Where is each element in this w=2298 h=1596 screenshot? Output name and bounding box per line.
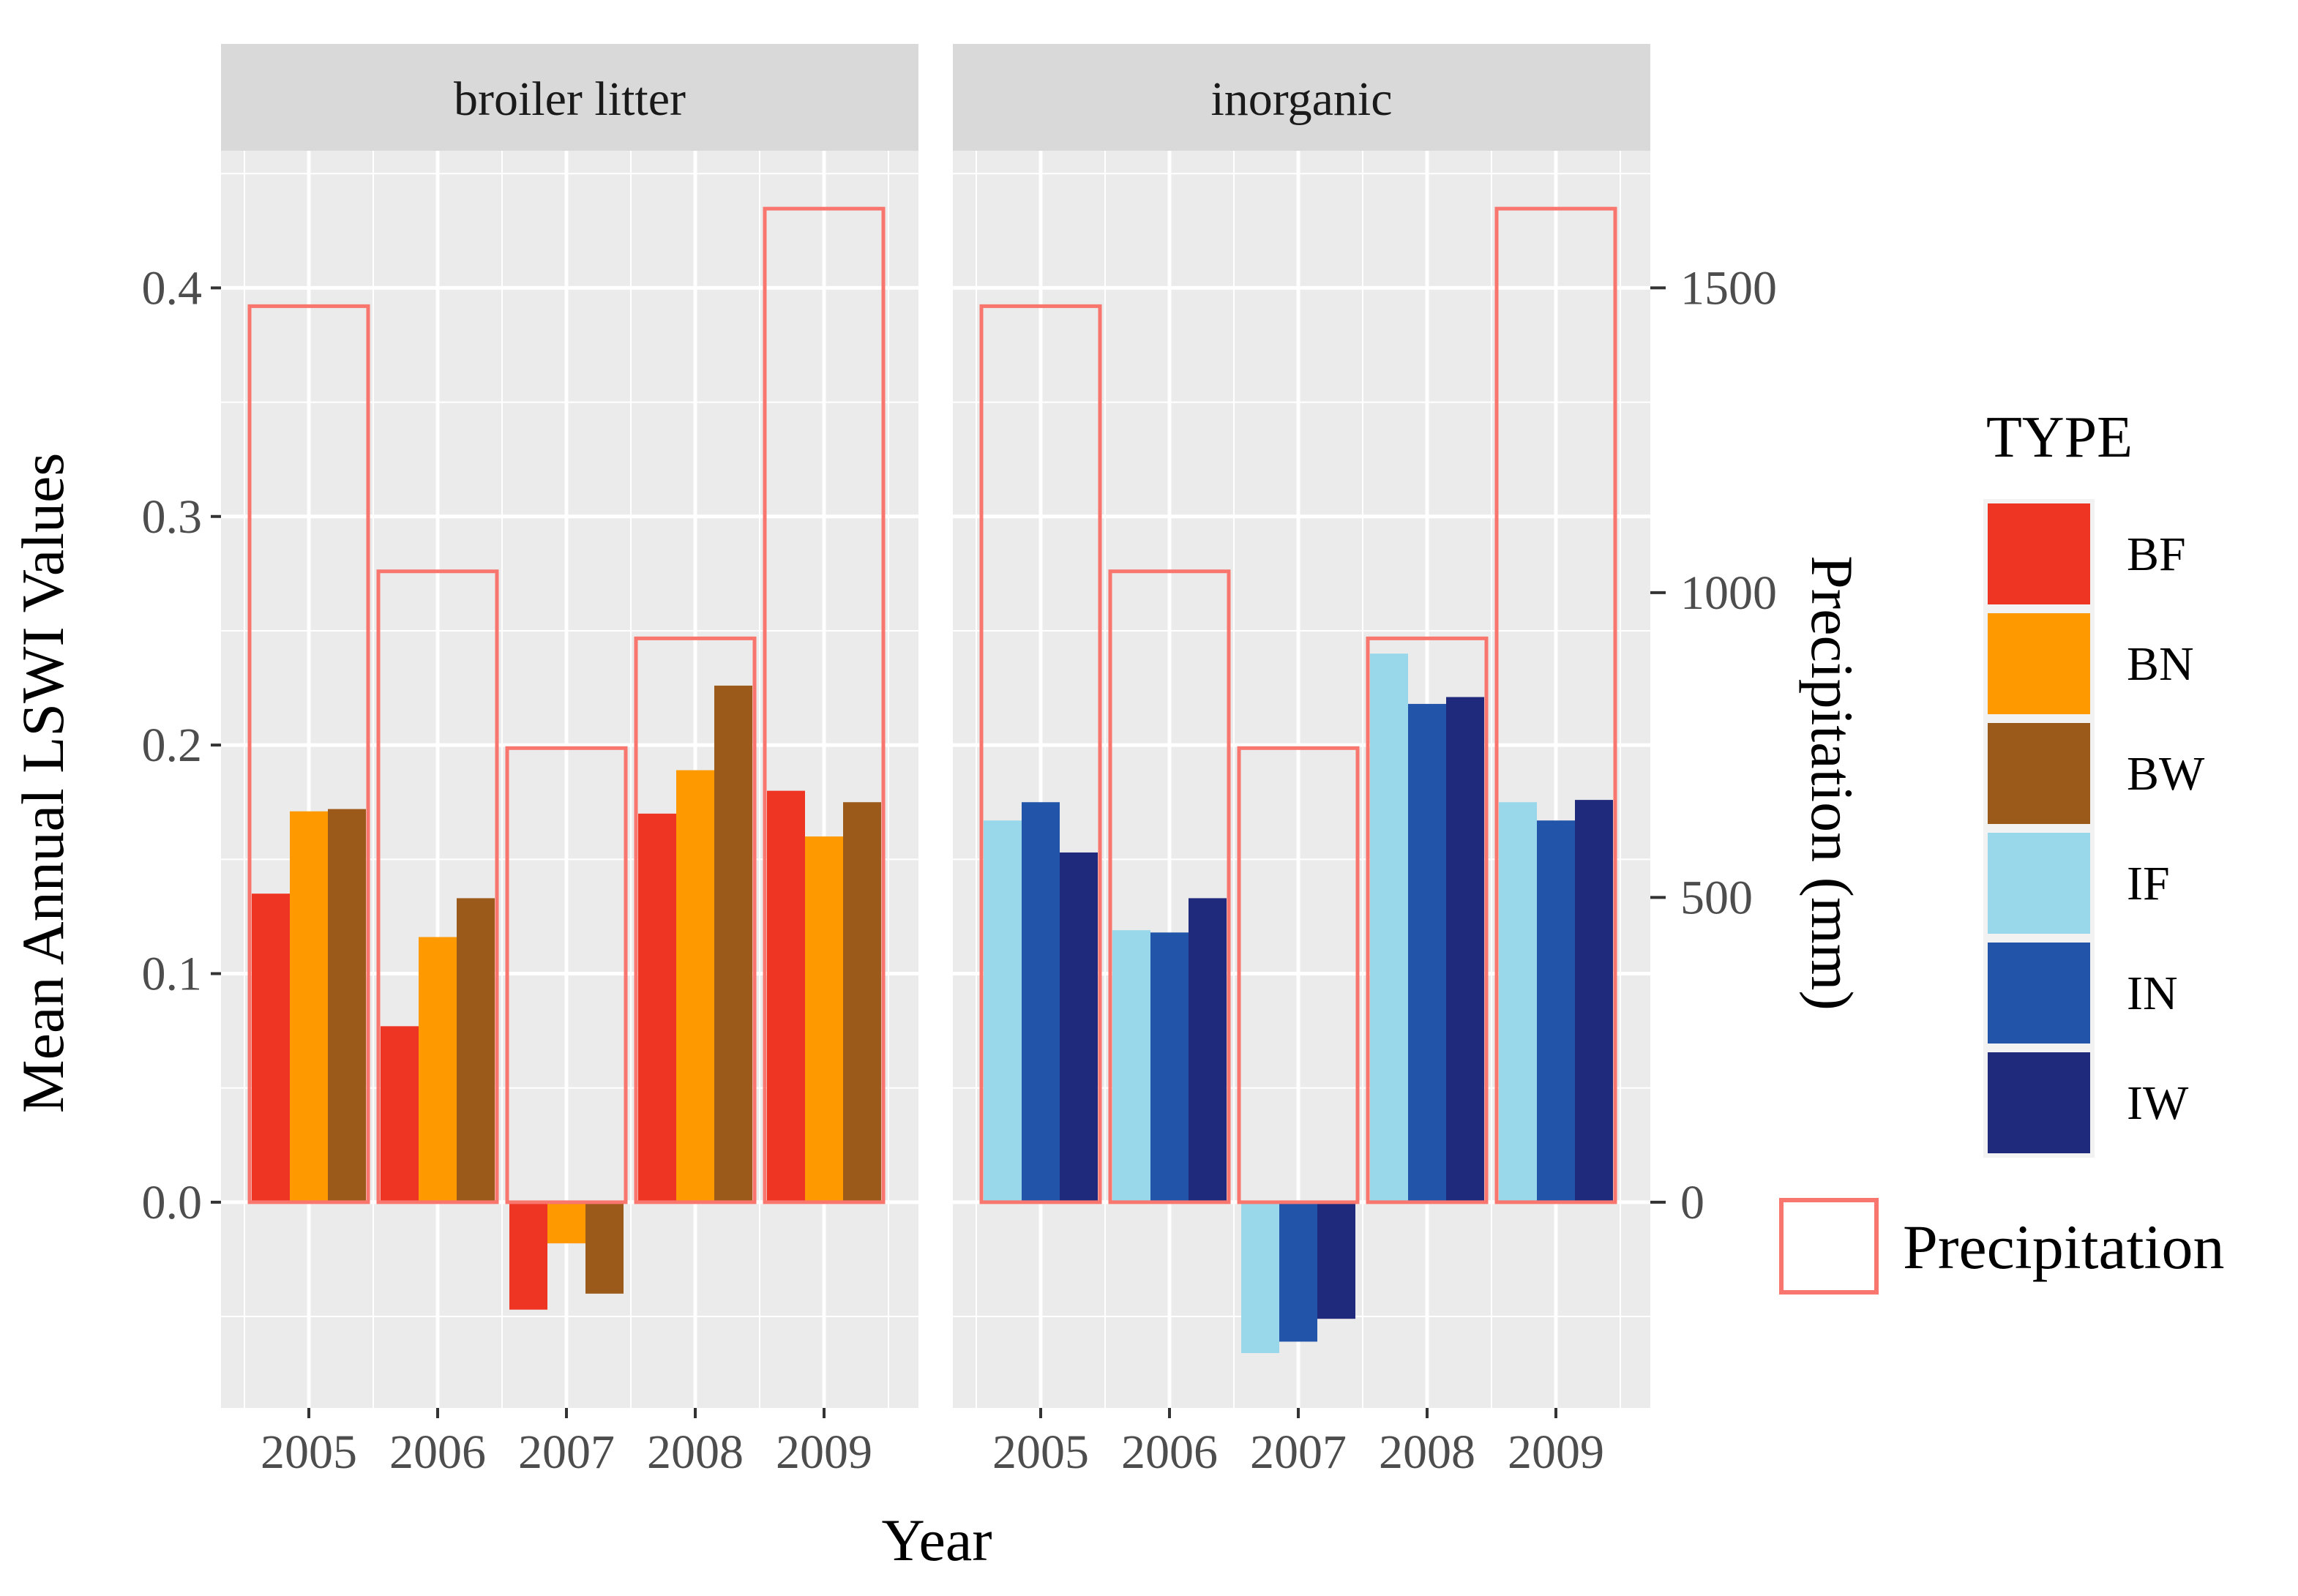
bar-if-2008 bbox=[1370, 653, 1408, 1202]
x-tick-label: 2006 bbox=[389, 1425, 486, 1479]
y-tick-label: 0.1 bbox=[142, 948, 203, 1001]
y2-tick-label: 1500 bbox=[1680, 261, 1777, 315]
precipitation-bar-2009 bbox=[763, 206, 886, 1205]
precipitation-bar-2008 bbox=[1366, 636, 1489, 1205]
precipitation-bar-2009 bbox=[1494, 206, 1617, 1205]
bar-bn-2005 bbox=[290, 811, 328, 1202]
bar-iw-2009 bbox=[1575, 800, 1613, 1202]
x-tick-label: 2005 bbox=[992, 1425, 1089, 1479]
bar-bw-2008 bbox=[714, 685, 752, 1202]
y2-tick-label: 500 bbox=[1680, 871, 1753, 924]
bar-iw-2005 bbox=[1060, 852, 1098, 1202]
precipitation-bar-2006 bbox=[1108, 569, 1231, 1205]
bar-if-2006 bbox=[1112, 930, 1150, 1202]
panel-2: inorganic 2005 2006 2007 2008 2009 bbox=[953, 44, 1650, 1479]
legend-label-bf: BF bbox=[2127, 528, 2186, 581]
bar-bf-2009 bbox=[767, 790, 805, 1202]
facet-strip bbox=[953, 44, 1650, 151]
bar-bn-2009 bbox=[805, 836, 843, 1202]
bar-iw-2006 bbox=[1189, 898, 1227, 1202]
bar-bw-2005 bbox=[328, 809, 366, 1202]
x-tick-label: 2006 bbox=[1121, 1425, 1218, 1479]
x-tick-label: 2009 bbox=[1508, 1425, 1604, 1479]
x-tick-label: 2008 bbox=[1379, 1425, 1475, 1479]
legend-label-bn: BN bbox=[2127, 637, 2194, 691]
bar-bw-2006 bbox=[457, 898, 495, 1202]
bar-if-2009 bbox=[1499, 802, 1537, 1202]
bar-if-2007 bbox=[1241, 1202, 1279, 1354]
bar-bn-2008 bbox=[676, 770, 714, 1202]
y-tick-label: 0.4 bbox=[142, 261, 203, 315]
legend: TYPE BF BN BW IF IN IW Precipitation bbox=[1779, 405, 2224, 1295]
bar-in-2006 bbox=[1150, 932, 1189, 1202]
precipitation-bar-2007 bbox=[505, 746, 628, 1205]
bar-iw-2008 bbox=[1446, 697, 1484, 1202]
legend-label-in: IN bbox=[2127, 967, 2178, 1020]
axes-layer: 0.0 0.1 0.2 0.3 0.4 0 500 1000 1500 bbox=[142, 261, 1778, 1229]
x-axis-title: Year bbox=[881, 1507, 992, 1573]
legend-swatch-bf bbox=[1988, 503, 2090, 604]
legend-title: TYPE bbox=[1986, 405, 2133, 470]
facet-strip-label: broiler litter bbox=[454, 72, 686, 126]
y-tick-label: 0.2 bbox=[142, 719, 203, 772]
x-tick-label: 2008 bbox=[647, 1425, 744, 1479]
bar-bw-2007 bbox=[585, 1202, 624, 1294]
panel-1: broiler litter 2005 2006 2007 2008 2009 bbox=[221, 44, 918, 1479]
bar-iw-2007 bbox=[1317, 1202, 1355, 1319]
legend-label-if: IF bbox=[2127, 857, 2170, 910]
x-tick-label: 2005 bbox=[261, 1425, 357, 1479]
legend-label-bw: BW bbox=[2127, 747, 2205, 801]
legend-swatch-iw bbox=[1988, 1052, 2090, 1153]
legend-swatch-in bbox=[1988, 943, 2090, 1044]
precipitation-bar-2005 bbox=[979, 304, 1102, 1205]
legend-precipitation-swatch bbox=[1779, 1198, 1879, 1295]
y2-tick-label: 1000 bbox=[1680, 566, 1777, 620]
bar-bn-2007 bbox=[547, 1202, 585, 1244]
legend-swatch-bw bbox=[1988, 723, 2090, 824]
y-tick-label: 0.0 bbox=[142, 1176, 203, 1229]
bar-bf-2008 bbox=[638, 813, 676, 1202]
x-tick-label: 2009 bbox=[776, 1425, 872, 1479]
bar-bn-2006 bbox=[419, 937, 457, 1202]
bar-bf-2006 bbox=[381, 1026, 419, 1202]
legend-swatch-bn bbox=[1988, 613, 2090, 714]
y-tick-label: 0.3 bbox=[142, 490, 203, 544]
y-axis-title: Mean Annual LSWI Values bbox=[10, 453, 76, 1114]
facet-strip-label: inorganic bbox=[1210, 72, 1392, 126]
facet-strip bbox=[221, 44, 918, 151]
precipitation-bar-2005 bbox=[247, 304, 370, 1205]
y2-axis-title: Precipitation (mm) bbox=[1799, 555, 1865, 1011]
legend-precipitation-label: Precipitation bbox=[1903, 1212, 2224, 1282]
bar-in-2009 bbox=[1537, 820, 1575, 1202]
x-tick-label: 2007 bbox=[1250, 1425, 1347, 1479]
precipitation-bar-2008 bbox=[634, 636, 757, 1205]
y2-tick-label: 0 bbox=[1680, 1176, 1704, 1229]
bar-in-2005 bbox=[1022, 802, 1060, 1202]
legend-label-iw: IW bbox=[2127, 1076, 2189, 1130]
precipitation-bar-2007 bbox=[1237, 746, 1360, 1205]
bar-bw-2009 bbox=[843, 802, 881, 1202]
legend-swatch-if bbox=[1988, 833, 2090, 934]
bar-in-2007 bbox=[1279, 1202, 1317, 1342]
precipitation-bar-2006 bbox=[376, 569, 499, 1205]
x-tick-label: 2007 bbox=[518, 1425, 615, 1479]
bar-if-2005 bbox=[984, 820, 1022, 1202]
bar-in-2008 bbox=[1408, 703, 1446, 1202]
bar-bf-2007 bbox=[509, 1202, 547, 1310]
bar-bf-2005 bbox=[252, 893, 290, 1202]
